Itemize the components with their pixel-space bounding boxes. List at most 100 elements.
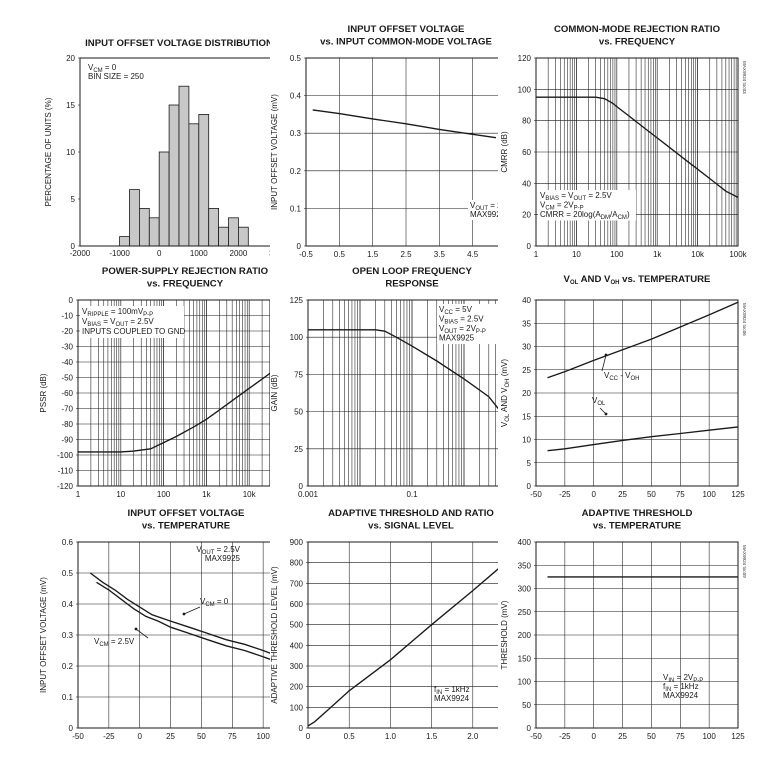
y-tick-label: 0: [297, 242, 302, 251]
annotation-text: VCC = 5V: [439, 305, 473, 316]
x-tick-label: 75: [228, 732, 237, 741]
y-tick-label: 80: [522, 117, 531, 126]
chart-side-label: MAX9924 toc06: [742, 303, 747, 336]
y-tick-label: 0: [527, 482, 532, 491]
annotation-text: fIN = 1kHz: [434, 685, 470, 696]
x-tick-label: 0: [157, 249, 162, 258]
y-axis-label: CMRR (dB): [500, 131, 509, 173]
x-tick-label: 2500: [249, 259, 267, 260]
annotation-text: VOUT = 2.5V: [470, 201, 498, 212]
x-tick-label: -1000: [109, 249, 130, 258]
series-line: [536, 96, 739, 199]
y-tick-label: 125: [290, 296, 304, 305]
y-tick-label: 75: [294, 370, 303, 379]
y-tick-label: -110: [58, 467, 74, 476]
x-tick-label: 50: [197, 732, 206, 741]
annotation-text: MAX9925: [439, 334, 475, 343]
x-tick-label: 100k: [729, 250, 747, 259]
y-tick-label: 0.1: [290, 204, 302, 213]
x-tick-label: 1k: [653, 250, 662, 259]
y-tick-label: 0.5: [290, 54, 302, 63]
chart-title: vs. FREQUENCY: [147, 279, 224, 290]
histogram-bar: [198, 114, 210, 247]
y-tick-label: 0.4: [290, 92, 302, 101]
y-tick-label: 300: [518, 585, 532, 594]
x-tick-label: -50: [530, 732, 542, 741]
y-tick-label: -50: [61, 374, 73, 383]
chart-title: INPUT OFFSET VOLTAGE: [128, 508, 246, 519]
x-tick-label: 0.001: [298, 490, 319, 499]
x-tick-label: -25: [103, 732, 115, 741]
x-tick-label: 0.5: [344, 732, 356, 741]
chart-9: ADAPTIVE THRESHOLD vs. TEMPERATURE MAX9924…: [500, 508, 747, 741]
annotation-text: VOUT = 2VP-P: [439, 324, 486, 335]
x-tick-label: 1000: [190, 249, 208, 258]
y-tick-label: 0.6: [62, 538, 74, 547]
plot-frame: [305, 57, 498, 247]
y-tick-label: 0.2: [62, 662, 74, 671]
y-axis-label: GAIN (dB): [270, 374, 279, 411]
y-tick-label: 25: [294, 445, 303, 454]
annotation-background: [80, 306, 184, 338]
y-tick-label: 60: [522, 148, 531, 157]
series-leader-line: [183, 606, 201, 615]
series-leader-line: [601, 354, 607, 372]
x-tick-label: 10k: [243, 490, 257, 499]
y-axis-label: PSSR (dB): [39, 373, 48, 412]
y-tick-label: 120: [518, 54, 532, 63]
y-tick-label: 20: [522, 389, 531, 398]
series-leader-arrow: [182, 612, 186, 616]
x-tick-label: 0: [306, 732, 311, 741]
y-tick-label: 40: [522, 179, 531, 188]
annotation-text: VCM = 2VP-P: [540, 201, 584, 212]
series-label: VCM = 0: [200, 597, 229, 608]
y-axis-label: INPUT OFFSET VOLTAGE (mV): [39, 577, 48, 693]
x-tick-label: 0.5: [334, 250, 346, 259]
series-label: VCC - VOH: [604, 371, 639, 382]
histogram-bar: [139, 207, 150, 247]
y-tick-label: 0: [69, 296, 74, 305]
x-tick-label: 10k: [691, 250, 705, 259]
y-tick-label: 0: [527, 242, 532, 251]
y-tick-label: 0.5: [62, 569, 74, 578]
chart-2: INPUT OFFSET VOLTAGE vs. INPUT COMMON-MOD…: [270, 24, 498, 259]
y-tick-label: 0.1: [62, 693, 74, 702]
annotation-text: MAX9925: [470, 210, 498, 219]
series-leader-arrow: [604, 412, 608, 416]
y-tick-label: 700: [290, 579, 304, 588]
series-line: [308, 329, 498, 410]
y-tick-label: 5: [527, 459, 532, 468]
y-tick-label: 15: [66, 101, 75, 110]
y-tick-label: 0.3: [290, 129, 302, 138]
chart-7: INPUT OFFSET VOLTAGE vs. TEMPERATURE MAX99…: [39, 508, 270, 741]
y-axis-label: THRESHOLD (mV): [500, 600, 509, 669]
series-label: VCM = 2.5V: [94, 637, 135, 648]
y-tick-label: 15: [522, 412, 531, 421]
x-tick-label: -50: [530, 490, 542, 499]
x-tick-label: 100: [256, 732, 270, 741]
annotation-text: VRIPPLE = 100mVP-P: [82, 307, 153, 318]
annotation-text: VIN = 2VP-P: [663, 673, 703, 684]
chart-6: VOL AND VOH vs. TEMPERATURE MAX9924 toc06…: [500, 274, 747, 499]
histogram-bar: [237, 226, 249, 247]
y-tick-label: 5: [71, 195, 76, 204]
y-tick-label: 150: [518, 654, 532, 663]
x-tick-label: 100: [702, 732, 716, 741]
y-tick-label: 10: [522, 436, 531, 445]
x-tick-label: 0: [591, 732, 596, 741]
annotation-background: [538, 190, 636, 221]
y-tick-label: 30: [522, 343, 531, 352]
y-tick-label: 250: [518, 608, 532, 617]
x-tick-label: 1.0: [385, 732, 397, 741]
x-tick-label: 50: [647, 490, 656, 499]
annotation-text: fIN = 1kHz: [663, 682, 699, 693]
histogram-bar: [158, 151, 170, 247]
y-tick-label: 10: [66, 148, 75, 157]
chart-title: POWER-SUPPLY REJECTION RATIO: [102, 266, 269, 277]
x-tick-label: 100: [702, 490, 716, 499]
y-tick-label: 200: [518, 631, 532, 640]
y-tick-label: 50: [294, 408, 303, 417]
